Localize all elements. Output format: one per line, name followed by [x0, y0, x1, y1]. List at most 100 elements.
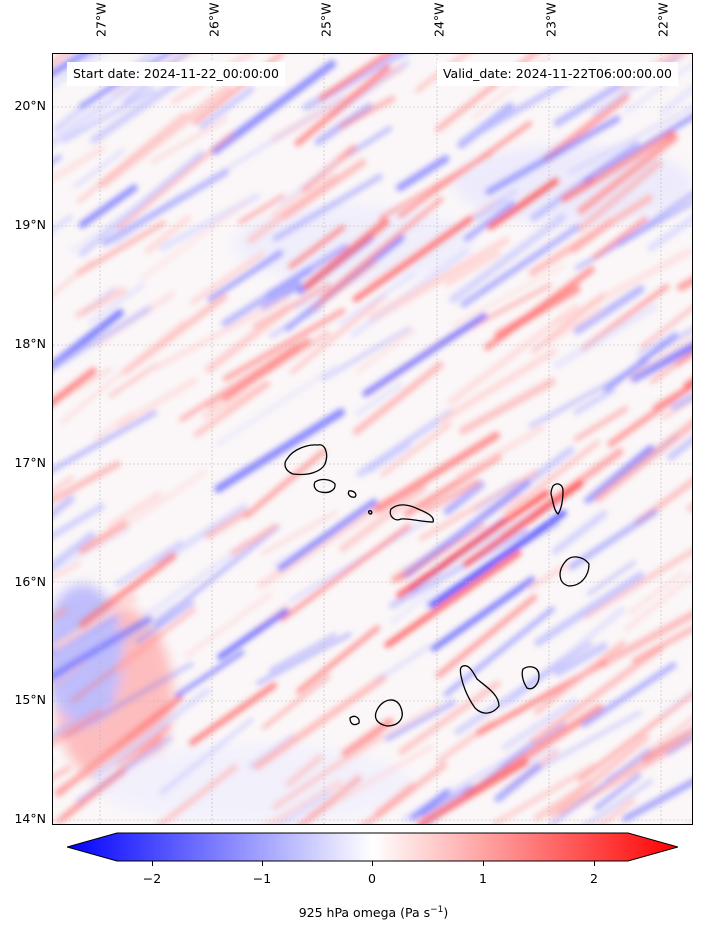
wave-streak: [670, 393, 692, 411]
lat-label-18n: 18°N: [14, 336, 46, 351]
wave-streak: [77, 111, 187, 204]
wave-streak: [199, 86, 255, 130]
colorbar: [67, 832, 678, 862]
wave-streak: [53, 616, 152, 680]
wave-streak: [460, 224, 581, 308]
colorbar-label-main: 925 hPa omega (Pa s: [298, 905, 431, 921]
wave-streak: [53, 308, 124, 371]
wave-streak: [548, 734, 650, 819]
wave-streak: [418, 469, 539, 541]
wave-streak: [321, 326, 412, 381]
wave-streak: [593, 772, 642, 811]
wave-streak: [53, 695, 114, 739]
wave-streak: [60, 319, 186, 425]
strong-wave-band: [189, 682, 277, 746]
wave-streak: [551, 510, 608, 555]
wave-streak: [634, 478, 692, 525]
omega-map: Start date: 2024-11-22_00:00:00 Valid_da…: [52, 53, 693, 825]
wave-streak: [527, 563, 568, 591]
wave-streak: [296, 625, 381, 694]
wave-streak: [256, 632, 352, 685]
wave-streak: [592, 137, 667, 180]
wave-streak: [661, 688, 692, 716]
wave-streak: [98, 84, 232, 189]
wave-streak: [554, 248, 692, 326]
wave-streak: [677, 276, 692, 291]
strong-wave-band: [430, 576, 536, 652]
wave-streak: [73, 148, 126, 189]
wave-streak: [206, 330, 331, 410]
wave-streak: [53, 367, 97, 406]
wave-streak: [238, 194, 286, 225]
colorbar-tick-2: 2: [590, 871, 598, 886]
wave-streak: [144, 214, 192, 255]
colorbar-label-end: ): [443, 905, 449, 921]
wave-streak: [285, 754, 324, 787]
wave-streak: [78, 184, 138, 229]
wave-streak: [96, 469, 207, 547]
wave-streak: [101, 168, 229, 247]
island-brava: [349, 715, 360, 726]
wave-streak: [545, 306, 604, 345]
lat-label-14n: 14°N: [14, 811, 46, 826]
wave-streak: [278, 159, 340, 206]
wave-streak: [361, 761, 448, 824]
island-sal: [550, 483, 564, 515]
wave-streak: [380, 422, 452, 477]
colorbar-tick-1: 1: [479, 871, 487, 886]
wave-streak: [642, 727, 692, 764]
wave-streak: [92, 687, 211, 780]
island-maio: [521, 666, 540, 690]
wave-streak: [485, 115, 621, 195]
wave-streak: [214, 408, 345, 493]
wave-streak: [593, 419, 692, 503]
wave-streak: [528, 360, 649, 429]
colorbar-swatch: [67, 832, 678, 862]
wave-streak: [190, 250, 265, 305]
wave-streak: [53, 594, 138, 651]
lon-label-23w: 23°W: [543, 2, 559, 37]
wave-streak: [454, 640, 593, 735]
wave-streak: [528, 194, 653, 277]
wave-streak: [230, 523, 278, 556]
wave-streak: [396, 155, 450, 192]
wave-streak: [356, 409, 454, 478]
wave-streak: [341, 717, 394, 758]
wave-streak: [458, 377, 556, 435]
wave-streak: [53, 54, 70, 67]
wave-streak: [280, 523, 411, 622]
wave-streak: [288, 224, 346, 270]
wave-streak: [463, 200, 516, 242]
wave-streak: [553, 81, 623, 127]
wave-streak: [636, 331, 679, 356]
wave-streak: [76, 220, 166, 276]
wave-streak: [362, 312, 487, 397]
wave-streak: [373, 431, 500, 513]
wave-streak: [573, 406, 629, 442]
wave-streak: [403, 479, 531, 579]
wave-streak: [53, 660, 87, 691]
wave-streak: [327, 702, 441, 772]
wave-streak: [221, 266, 313, 327]
wave-streak: [261, 510, 338, 556]
wave-streak: [597, 797, 636, 824]
wave-streak: [53, 765, 72, 781]
wave-streak: [53, 531, 96, 571]
wave-streak: [53, 460, 121, 504]
wave-streak: [268, 305, 323, 339]
island-sao-nicolau: [389, 504, 434, 523]
wave-streak: [318, 54, 392, 101]
gridlines: [53, 54, 692, 824]
strong-wave-band: [429, 510, 567, 608]
wave-streak: [53, 475, 74, 494]
wave-streak: [55, 767, 127, 824]
wave-streak: [501, 698, 578, 751]
wave-streak: [352, 361, 444, 436]
wave-streak: [53, 561, 82, 580]
wave-streak: [53, 305, 152, 372]
wave-streak: [107, 491, 163, 530]
wave-streak: [141, 538, 253, 621]
wave-streak: [568, 508, 658, 571]
wave-streak: [53, 503, 105, 540]
colorbar-label: 925 hPa omega (Pa s−1): [0, 905, 703, 920]
